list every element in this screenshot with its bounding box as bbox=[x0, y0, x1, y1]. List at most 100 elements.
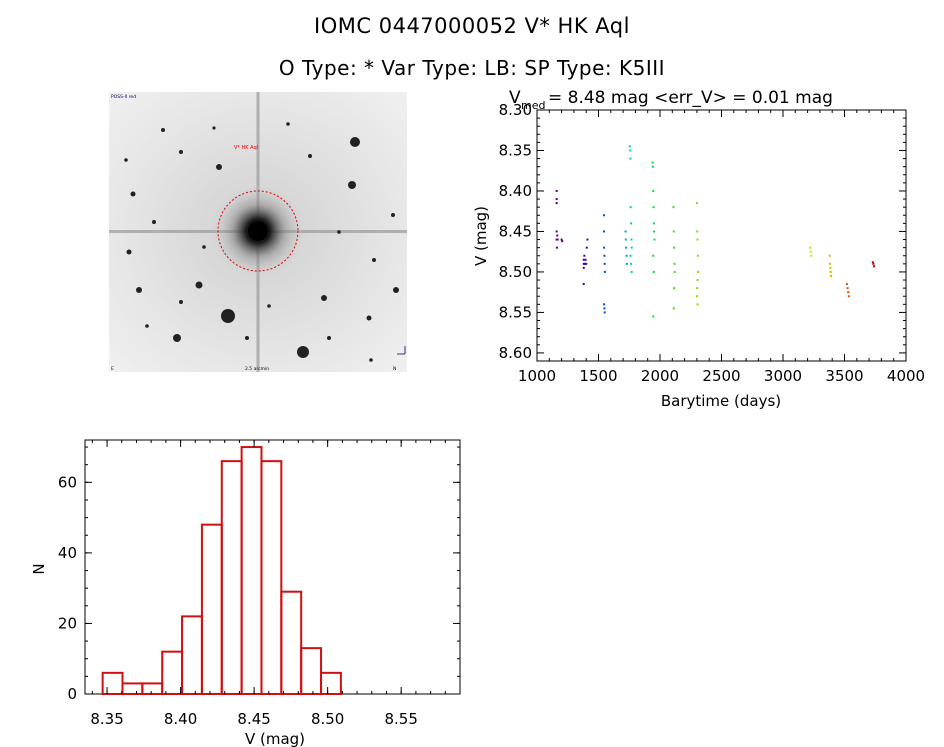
lc-point bbox=[582, 262, 585, 265]
lc-ytick-label: 8.60 bbox=[499, 344, 532, 362]
orientation-east-label: E bbox=[111, 366, 114, 372]
hist-xtick-label: 8.50 bbox=[311, 710, 344, 728]
lc-ytick-label: 8.55 bbox=[499, 303, 532, 321]
lc-point bbox=[696, 303, 699, 306]
lc-point bbox=[847, 295, 850, 298]
hist-xtick-label: 8.45 bbox=[237, 710, 270, 728]
hist-xtick-label: 8.55 bbox=[384, 710, 417, 728]
hist-bar bbox=[101, 671, 124, 695]
lc-point bbox=[696, 230, 699, 233]
lc-point bbox=[630, 238, 633, 241]
hist-ytick-label: 0 bbox=[67, 685, 77, 703]
lc-point bbox=[629, 157, 632, 160]
lc-xtick-label: 4000 bbox=[887, 367, 925, 385]
orientation-arrow bbox=[397, 346, 406, 355]
orientation-north-label: N bbox=[393, 366, 396, 372]
page-title: IOMC 0447000052 V* HK Aql bbox=[314, 14, 630, 38]
lc-point bbox=[630, 222, 633, 225]
lc-xtick-label: 1500 bbox=[579, 367, 617, 385]
lc-title-prefix: V bbox=[509, 88, 521, 108]
lc-point bbox=[555, 198, 558, 201]
lc-point bbox=[845, 283, 848, 286]
hist-bar bbox=[121, 682, 144, 696]
target-label: V* HK Aql bbox=[234, 145, 258, 151]
lc-point bbox=[696, 254, 699, 257]
lc-ytick-label: 8.45 bbox=[499, 222, 532, 240]
lc-point bbox=[582, 258, 585, 261]
target-star-core bbox=[248, 221, 268, 241]
lc-point bbox=[603, 307, 606, 310]
lc-point bbox=[828, 262, 831, 265]
hist-bar bbox=[260, 460, 283, 695]
hist-xtick-label: 8.40 bbox=[164, 710, 197, 728]
lc-xtick-label: 3500 bbox=[825, 367, 863, 385]
lc-point bbox=[583, 262, 586, 265]
hist-bar bbox=[300, 647, 323, 696]
object-types-subtitle: O Type: * Var Type: LB: SP Type: K5III bbox=[278, 56, 666, 80]
sky-image: V* HK Aql POSS-II red 2.5 arcmin E N bbox=[109, 92, 407, 372]
lc-point bbox=[652, 315, 655, 318]
lc-point bbox=[629, 206, 632, 209]
lc-point bbox=[555, 189, 558, 192]
lc-point bbox=[652, 206, 655, 209]
lc-point bbox=[828, 254, 831, 257]
lc-point bbox=[556, 234, 559, 237]
lc-point bbox=[585, 246, 588, 249]
lc-point bbox=[560, 238, 563, 241]
lc-point bbox=[653, 238, 656, 241]
lc-point bbox=[583, 254, 586, 257]
lc-point bbox=[630, 262, 633, 265]
lc-point bbox=[673, 270, 676, 273]
lc-point bbox=[829, 266, 832, 269]
lc-point bbox=[625, 254, 628, 257]
lc-ytick-label: 8.50 bbox=[499, 263, 532, 281]
lc-point bbox=[846, 287, 849, 290]
lc-point bbox=[696, 279, 699, 282]
hist-bar bbox=[320, 671, 342, 695]
lc-point bbox=[652, 254, 655, 257]
lc-point bbox=[603, 262, 606, 265]
lc-title-sub: med bbox=[521, 99, 545, 112]
lc-point bbox=[603, 214, 606, 217]
hist-ytick-label: 40 bbox=[58, 544, 77, 562]
lc-data-points bbox=[555, 145, 876, 318]
image-survey-label: POSS-II red bbox=[111, 94, 136, 100]
lc-point bbox=[603, 270, 606, 273]
lc-point bbox=[555, 238, 558, 241]
lc-point bbox=[603, 246, 606, 249]
lc-plot-frame bbox=[536, 109, 907, 362]
lc-point bbox=[582, 266, 585, 269]
lc-point bbox=[630, 246, 633, 249]
lc-point bbox=[628, 145, 631, 148]
lc-ytick-label: 8.35 bbox=[499, 141, 532, 159]
lc-point bbox=[629, 254, 632, 257]
hist-bar bbox=[200, 523, 223, 696]
lc-xtick-label: 3000 bbox=[764, 367, 802, 385]
hist-bar bbox=[181, 615, 203, 696]
lc-point bbox=[555, 230, 558, 233]
lc-point bbox=[603, 303, 606, 306]
lc-point bbox=[672, 206, 675, 209]
hist-bar bbox=[280, 590, 303, 696]
lc-point bbox=[651, 165, 654, 168]
hist-ylabel: N bbox=[30, 563, 48, 574]
lc-title-rest: = 8.48 mag <err_V> = 0.01 mag bbox=[548, 88, 833, 108]
lc-point bbox=[829, 274, 832, 277]
lc-point bbox=[673, 287, 676, 290]
lc-point bbox=[625, 262, 628, 265]
hist-bars bbox=[101, 446, 342, 696]
lc-ytick-label: 8.40 bbox=[499, 182, 532, 200]
lc-point bbox=[629, 149, 632, 152]
hist-bar bbox=[240, 446, 263, 695]
lc-point bbox=[652, 189, 655, 192]
lc-point bbox=[696, 287, 699, 290]
lc-point bbox=[561, 240, 564, 243]
lc-axis-ticks: 1000 1500 2000 2500 3000 3500 4000 8.30 8.35 8.40… bbox=[499, 101, 926, 385]
lc-point bbox=[586, 238, 589, 241]
lc-point bbox=[872, 262, 875, 265]
lc-point bbox=[556, 238, 559, 241]
lc-point bbox=[672, 307, 675, 310]
lc-point bbox=[673, 246, 676, 249]
lc-point bbox=[584, 258, 587, 261]
field-stars bbox=[124, 122, 399, 362]
